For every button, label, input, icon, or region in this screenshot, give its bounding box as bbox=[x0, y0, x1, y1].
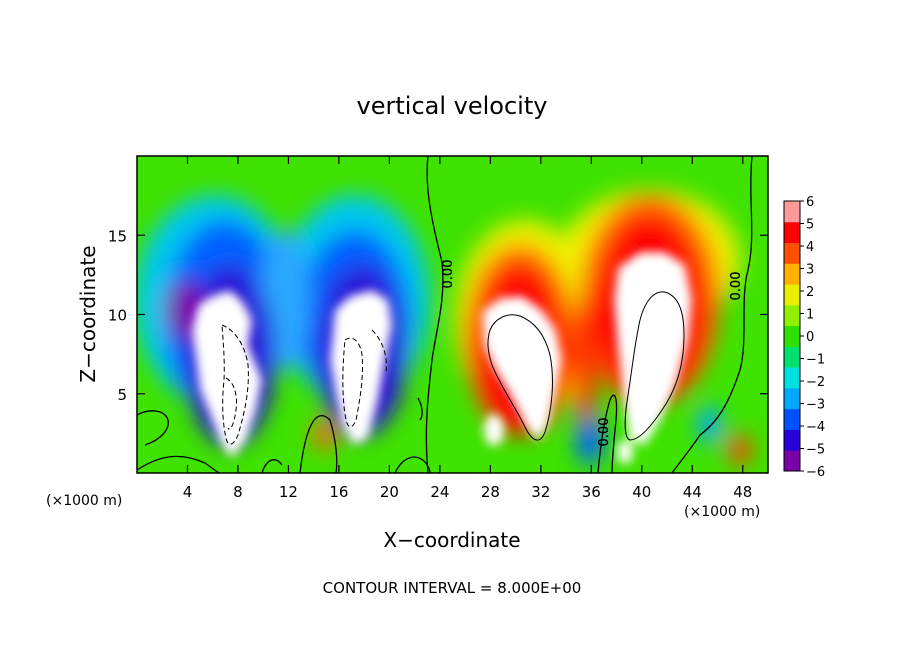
x-tick-label: 28 bbox=[481, 483, 500, 501]
updraft-core-right bbox=[614, 252, 692, 445]
contour-zero-bottom-left bbox=[137, 410, 221, 473]
colorbar-segment bbox=[784, 284, 800, 306]
x-tick-label: 48 bbox=[733, 483, 752, 501]
colorbar-tick-label: 0 bbox=[806, 330, 814, 345]
y-axis-label: Z−coordinate bbox=[76, 245, 100, 382]
x-tick-label: 40 bbox=[632, 483, 651, 501]
contour-label-zero-1: 0.00 bbox=[441, 260, 456, 289]
colorbar bbox=[783, 200, 801, 472]
contour-interval-note: CONTOUR INTERVAL = 8.000E+00 bbox=[323, 579, 582, 597]
x-tick-label: 32 bbox=[531, 483, 550, 501]
x-tick-label: 12 bbox=[279, 483, 298, 501]
colorbar-segment bbox=[784, 201, 800, 223]
colorbar-tick-label: 6 bbox=[806, 195, 814, 210]
y-tick-label: 10 bbox=[108, 307, 127, 325]
contour-label-zero-2: 0.00 bbox=[729, 272, 744, 301]
downdraft-core-middle bbox=[330, 290, 392, 445]
colorbar-segment bbox=[784, 304, 800, 327]
colorbar-tick-label: −5 bbox=[806, 443, 825, 458]
y-tick-label: 15 bbox=[108, 227, 127, 245]
contour-neg-middle bbox=[342, 329, 387, 428]
contour-zero-right bbox=[671, 156, 753, 473]
contour-zero-mid-dip bbox=[261, 414, 338, 473]
colorbar-tick-label: 2 bbox=[806, 285, 814, 300]
x-tick-label: 20 bbox=[380, 483, 399, 501]
x-tick-label: 16 bbox=[329, 483, 348, 501]
colorbar-segment bbox=[784, 221, 800, 244]
contour-label-group: 0.00 0.00 0.00 bbox=[441, 259, 744, 447]
chart-title: vertical velocity bbox=[357, 92, 548, 120]
x-tick-label: 44 bbox=[683, 483, 702, 501]
colorbar-segment bbox=[784, 387, 800, 410]
colorbar-ticks: 6 5 4 3 2 1 0 −1 −2 −3 −4 −5 −6 bbox=[800, 195, 825, 480]
colorbar-tick-label: −1 bbox=[806, 353, 825, 368]
colorbar-tick-label: 3 bbox=[806, 263, 814, 278]
colorbar-tick-label: 5 bbox=[806, 218, 814, 233]
x-axis-label: X−coordinate bbox=[383, 528, 520, 552]
x-unit-left: (×1000 m) bbox=[46, 493, 122, 509]
y-tick-label: 5 bbox=[117, 386, 127, 404]
contour-pos-left bbox=[487, 314, 553, 441]
y-axis: 5 10 15 bbox=[108, 227, 768, 404]
colorbar-tick-label: 1 bbox=[806, 308, 814, 323]
colorbar-segment bbox=[784, 408, 800, 430]
colorbar-segment bbox=[784, 367, 800, 389]
contour-zero-36 bbox=[597, 394, 618, 473]
colorbar-segment bbox=[784, 263, 800, 285]
x-tick-label: 8 bbox=[233, 483, 243, 501]
colorbar-tick-label: −4 bbox=[806, 420, 825, 435]
contour-label-zero-3: 0.00 bbox=[597, 418, 612, 447]
colorbar-segment bbox=[784, 346, 800, 368]
downdraft-core-left bbox=[192, 290, 262, 458]
colorbar-segment bbox=[784, 325, 800, 347]
contour-pos-right bbox=[624, 291, 685, 441]
contour-lines bbox=[137, 156, 753, 473]
colorbar-tick-label: −2 bbox=[806, 375, 825, 390]
colorbar-segment bbox=[784, 429, 800, 451]
colorbar-segment bbox=[784, 450, 800, 472]
colorbar-tick-label: −3 bbox=[806, 398, 825, 413]
contour-zero-lower-center bbox=[394, 397, 431, 473]
updraft-core-left bbox=[482, 296, 562, 440]
contour-zero-left bbox=[425, 156, 444, 473]
x-tick-label: 24 bbox=[430, 483, 449, 501]
x-unit-right: (×1000 m) bbox=[684, 504, 760, 520]
contour-neg-left bbox=[221, 324, 249, 445]
colorbar-segment bbox=[784, 242, 800, 264]
colorbar-tick-label: 4 bbox=[806, 240, 814, 255]
colorbar-tick-label: −6 bbox=[806, 465, 825, 480]
x-tick-label: 36 bbox=[582, 483, 601, 501]
x-tick-label: 4 bbox=[183, 483, 193, 501]
velocity-field bbox=[137, 156, 768, 473]
x-axis: 4 8 12 16 20 24 28 32 36 40 44 48 bbox=[183, 156, 752, 501]
